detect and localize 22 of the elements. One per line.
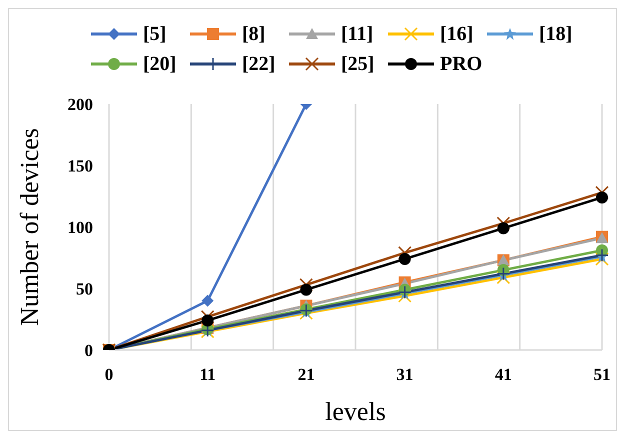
y-tick-label: 0: [84, 341, 93, 360]
legend-label: [22]: [242, 52, 276, 76]
x-tick-label: 31: [396, 365, 414, 384]
legend-label: [16]: [440, 22, 474, 46]
y-tick-label: 200: [68, 95, 93, 114]
legend-label: [25]: [341, 52, 374, 76]
x-tick-label: 0: [104, 365, 114, 384]
y-axis-title: Number of devices: [15, 128, 44, 326]
x-tick-label: 41: [494, 365, 512, 384]
legend-label: PRO: [440, 52, 482, 76]
legend-label: [11]: [341, 22, 374, 46]
x-tick-label: 51: [594, 365, 610, 384]
legend-label: [5]: [143, 22, 166, 46]
x-tick-label: 21: [298, 365, 315, 384]
y-tick-label: 150: [68, 156, 93, 176]
x-axis-title: levels: [325, 397, 386, 426]
legend-label: [8]: [242, 22, 266, 46]
legend-label: [20]: [143, 52, 176, 76]
legend-label: [18]: [539, 22, 572, 46]
y-tick-label: 100: [68, 218, 93, 238]
y-tick-label: 50: [76, 280, 93, 299]
x-tick-label: 11: [200, 365, 216, 384]
